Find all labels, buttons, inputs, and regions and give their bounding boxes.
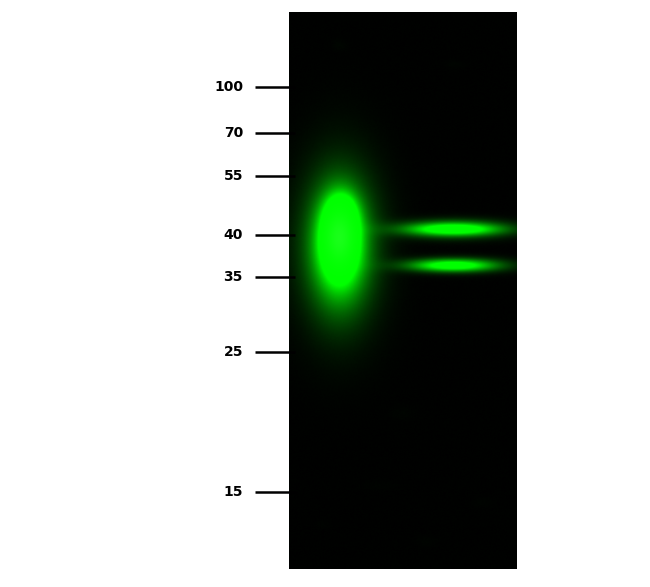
Text: 40: 40 bbox=[224, 228, 243, 242]
Text: 100: 100 bbox=[214, 80, 243, 94]
Text: 55: 55 bbox=[224, 169, 243, 183]
Text: 25: 25 bbox=[224, 345, 243, 359]
Text: 15: 15 bbox=[224, 485, 243, 500]
Text: 70: 70 bbox=[224, 126, 243, 140]
Text: 35: 35 bbox=[224, 269, 243, 284]
